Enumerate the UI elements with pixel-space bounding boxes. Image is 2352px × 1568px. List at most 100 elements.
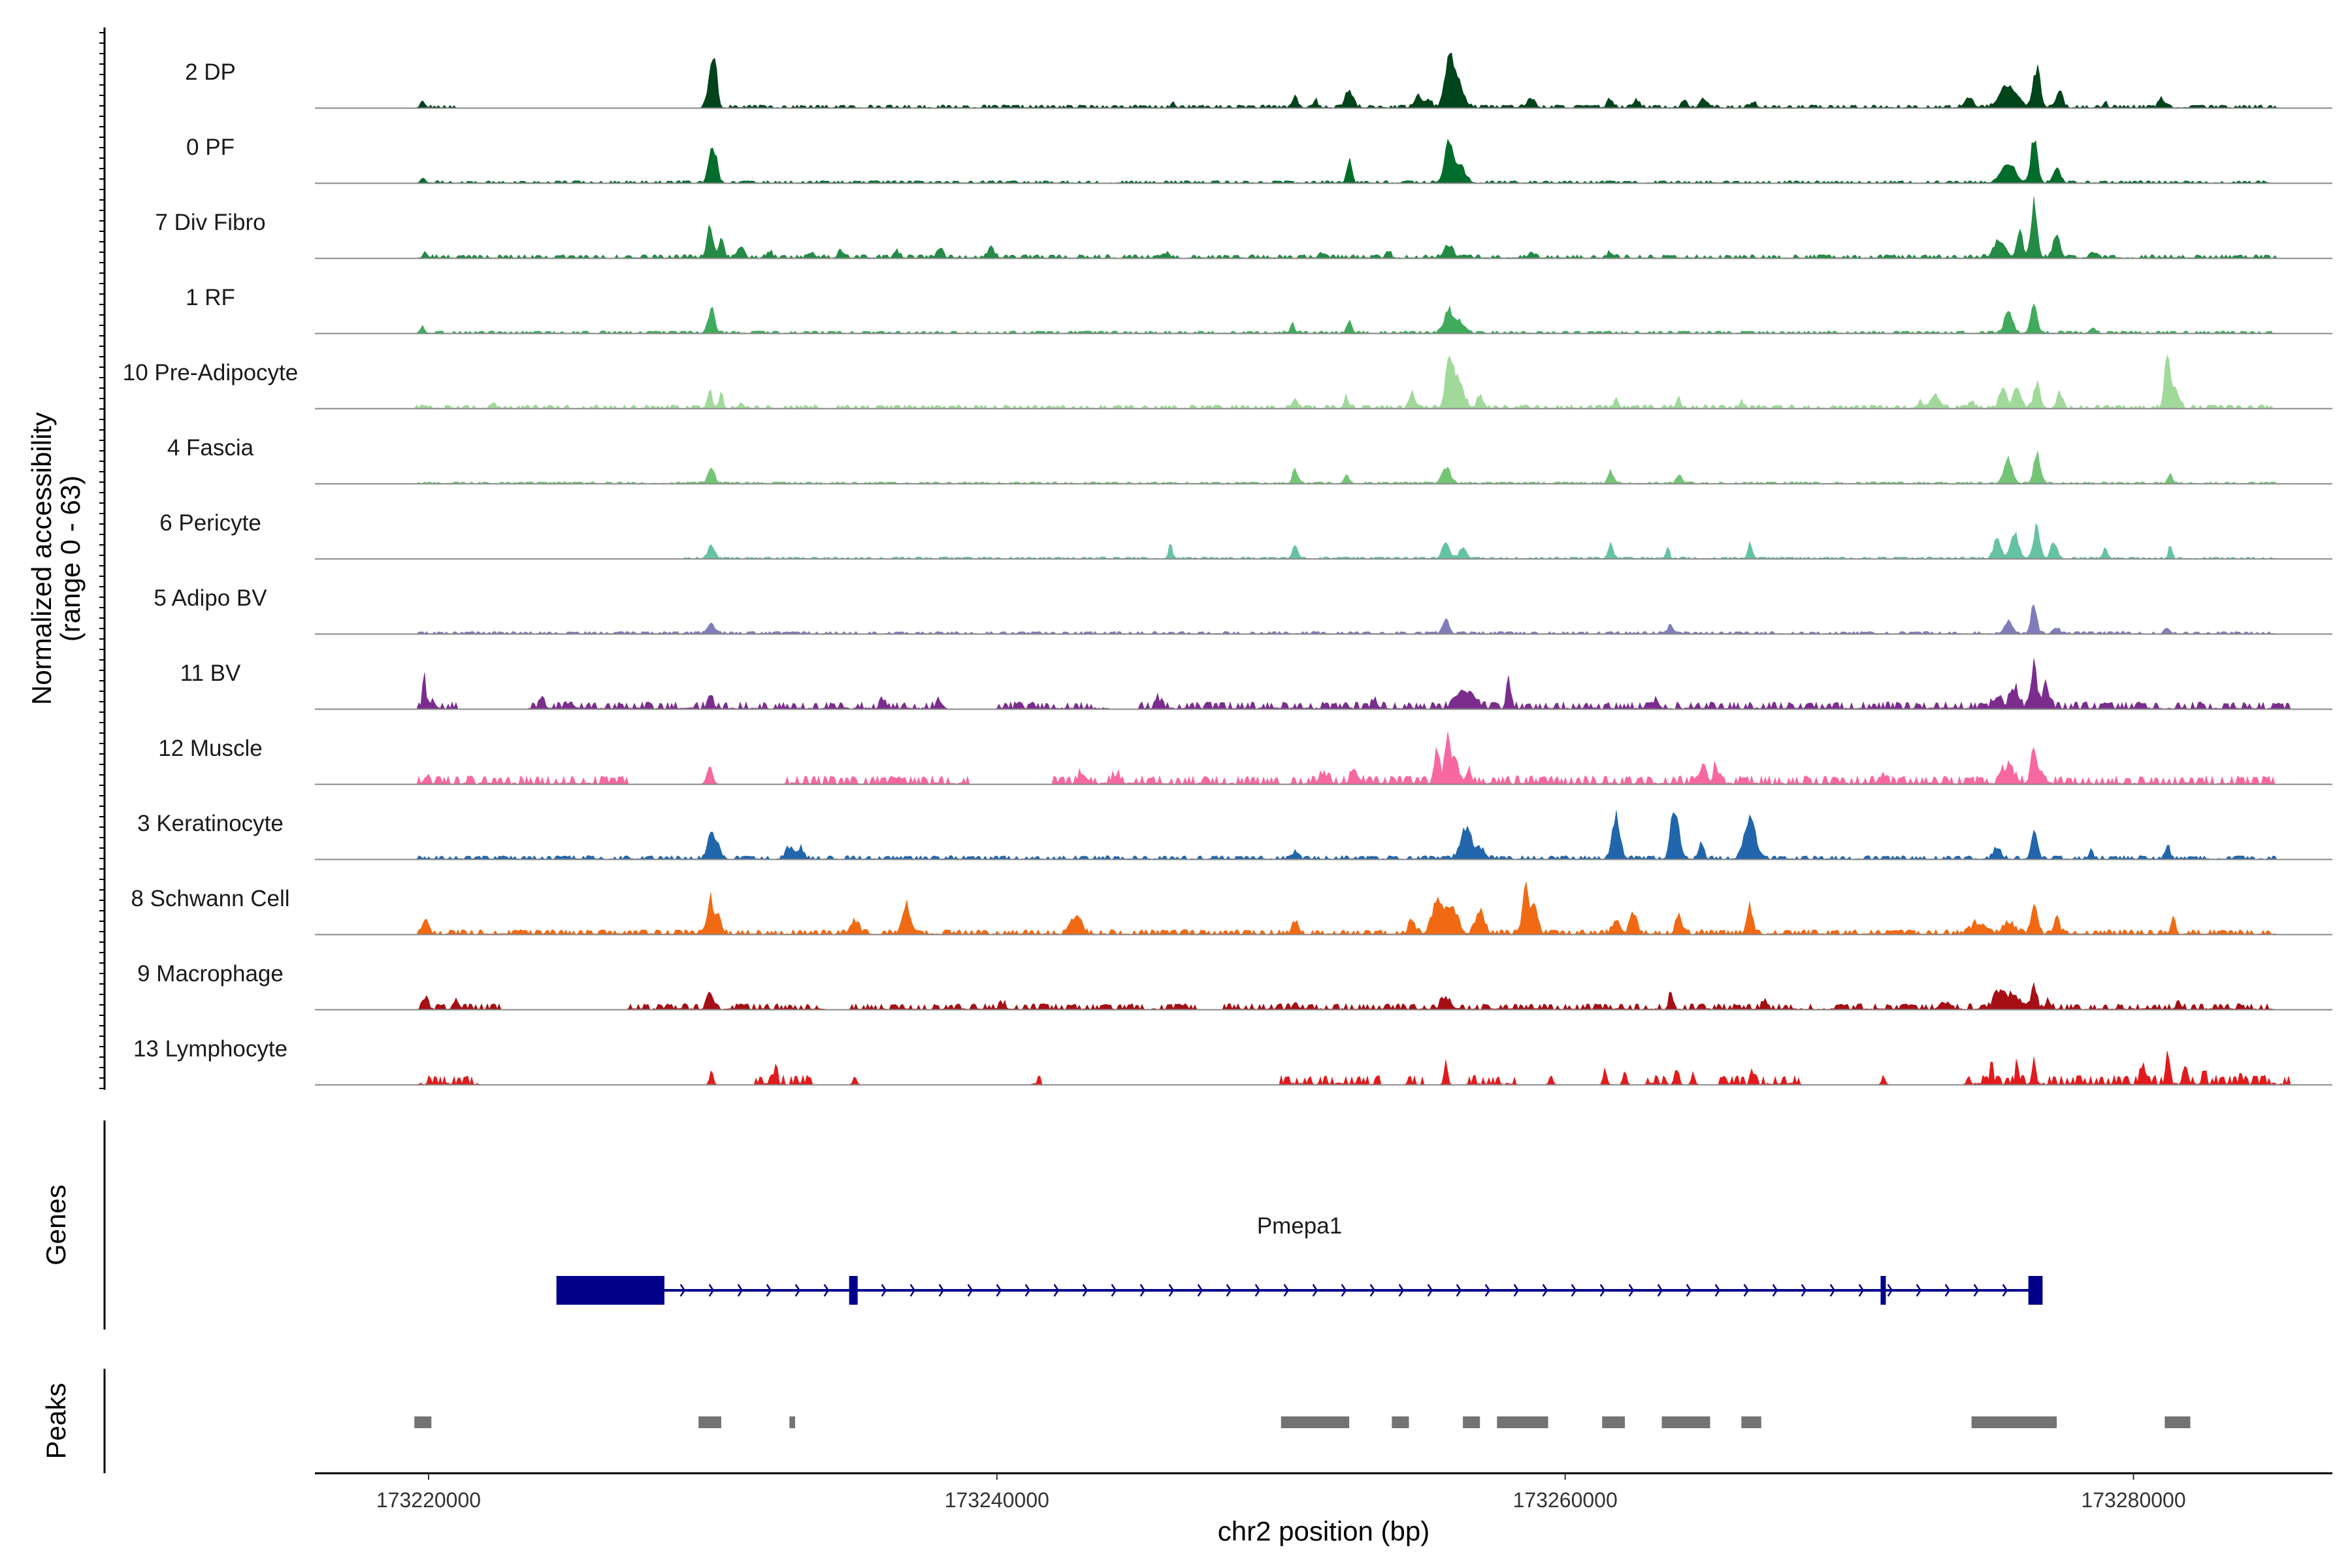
strand-arrow	[1398, 1284, 1405, 1297]
strand-arrow	[1686, 1284, 1692, 1297]
track-13: 9 Macrophage	[137, 961, 2332, 1011]
track-label: 13 Lymphocyte	[133, 1036, 287, 1062]
track-label: 4 Fascia	[167, 435, 254, 461]
track-1: 2 DP	[185, 52, 2332, 109]
coverage-area	[315, 303, 2332, 334]
peak-region	[1281, 1416, 1350, 1428]
y-axis-title-line1: Normalized accessibility	[26, 412, 57, 705]
x-tick-label: 173260000	[1513, 1488, 1618, 1512]
peak-region	[1497, 1416, 1548, 1428]
strand-arrow	[1571, 1284, 1577, 1297]
track-label: 11 BV	[180, 661, 241, 686]
coverage-area	[315, 354, 2332, 409]
x-axis-title: chr2 position (bp)	[1218, 1516, 1430, 1546]
track-label: 5 Adipo BV	[154, 585, 267, 611]
strand-arrow	[1542, 1284, 1548, 1297]
strand-arrow	[1657, 1284, 1663, 1297]
track-14: 13 Lymphocyte	[133, 1036, 2332, 1086]
strand-arrow	[1916, 1284, 1922, 1297]
gene-exon	[1880, 1276, 1886, 1305]
peak-region	[698, 1416, 721, 1428]
track-8: 5 Adipo BV	[154, 585, 2332, 635]
genes-panel: Pmepa1	[103, 1120, 2043, 1330]
strand-arrow	[1801, 1284, 1807, 1297]
coverage-area	[315, 810, 2332, 860]
track-2: 0 PF	[186, 135, 2332, 184]
strand-arrow	[1456, 1284, 1462, 1297]
strand-arrow	[1369, 1284, 1376, 1297]
strand-arrow	[679, 1284, 686, 1297]
peak-region	[1392, 1416, 1409, 1428]
track-label: 1 RF	[186, 285, 235, 310]
strand-arrow	[737, 1284, 743, 1297]
strand-arrow	[1714, 1284, 1721, 1297]
peak-region	[789, 1416, 796, 1428]
track-label: 6 Pericyte	[159, 510, 261, 536]
strand-arrow	[1082, 1284, 1088, 1297]
track-6: 4 Fascia	[167, 435, 2332, 485]
track-7: 6 Pericyte	[159, 510, 2332, 560]
strand-arrow	[1226, 1284, 1232, 1297]
track-label: 7 Div Fibro	[155, 210, 265, 235]
peak-region	[1971, 1416, 2057, 1428]
peak-region	[2164, 1416, 2191, 1428]
track-label: 2 DP	[185, 59, 236, 85]
coverage-area	[315, 139, 2332, 184]
coverage-area	[315, 196, 2332, 259]
coverage-panel: 2 DP 0 PF 7 Div Fibro 1 RF 10 Pre-Adipocyte 4…	[123, 52, 2332, 1086]
strand-arrow	[708, 1284, 715, 1297]
coverage-area	[315, 881, 2332, 935]
strand-arrow	[1887, 1284, 1893, 1297]
strand-arrow	[967, 1284, 973, 1297]
strand-arrow	[823, 1284, 830, 1297]
gene-exon	[556, 1276, 664, 1305]
track-label: 3 Keratinocyte	[137, 811, 284, 836]
strand-arrow	[1513, 1284, 1520, 1297]
x-tick-label: 173220000	[376, 1488, 481, 1512]
peak-region	[1463, 1416, 1480, 1428]
strand-arrow	[1829, 1284, 1836, 1297]
strand-arrow	[1858, 1284, 1865, 1297]
gene-name-label: Pmepa1	[1257, 1213, 1342, 1239]
coverage-area	[315, 52, 2332, 108]
strand-arrow	[1168, 1284, 1175, 1297]
strand-arrow	[881, 1284, 887, 1297]
coverage-area	[315, 523, 2332, 559]
track-9: 11 BV	[180, 658, 2332, 710]
track-10: 12 Muscle	[158, 731, 2332, 785]
strand-arrow	[1772, 1284, 1778, 1297]
coverage-area	[315, 604, 2332, 634]
coverage-y-axis	[99, 27, 106, 1090]
strand-arrow	[1628, 1284, 1635, 1297]
peak-region	[1602, 1416, 1625, 1428]
peaks-panel-label: Peaks	[41, 1383, 71, 1460]
gene-exon	[2028, 1276, 2043, 1305]
strand-arrow	[1973, 1284, 1980, 1297]
strand-arrow	[996, 1284, 1002, 1297]
coverage-area	[315, 1051, 2332, 1085]
strand-arrow	[766, 1284, 772, 1297]
coverage-area	[315, 658, 2332, 710]
track-label: 0 PF	[186, 135, 235, 160]
track-label: 10 Pre-Adipocyte	[123, 360, 298, 385]
strand-arrow	[1024, 1284, 1031, 1297]
peaks-panel	[103, 1369, 2191, 1473]
coverage-area	[315, 982, 2332, 1010]
x-axis: 173220000 173240000 173260000 173280000	[315, 1472, 2332, 1512]
track-12: 8 Schwann Cell	[131, 881, 2332, 936]
genes-panel-label: Genes	[41, 1184, 71, 1266]
strand-arrow	[1599, 1284, 1606, 1297]
track-3: 7 Div Fibro	[155, 196, 2332, 259]
strand-arrow	[909, 1284, 916, 1297]
strand-arrow	[1111, 1284, 1117, 1297]
strand-arrow	[938, 1284, 945, 1297]
strand-arrow	[1283, 1284, 1290, 1297]
strand-arrow	[1312, 1284, 1318, 1297]
gene-exon	[849, 1276, 858, 1305]
peak-region	[1661, 1416, 1710, 1428]
track-5: 10 Pre-Adipocyte	[123, 354, 2332, 410]
x-tick-label: 173240000	[945, 1488, 1049, 1512]
strand-arrow	[1053, 1284, 1060, 1297]
coverage-area	[315, 731, 2332, 785]
